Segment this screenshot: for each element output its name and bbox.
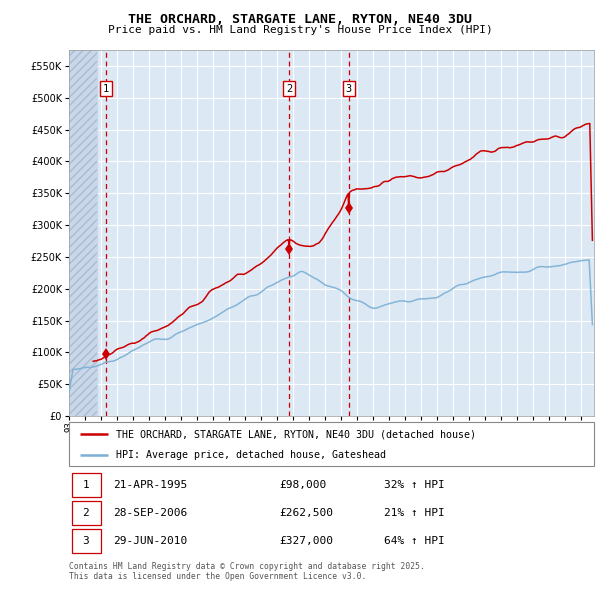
Text: £98,000: £98,000	[279, 480, 326, 490]
Text: 1: 1	[82, 480, 89, 490]
Text: 2: 2	[82, 508, 89, 518]
Bar	[69, 50, 97, 416]
Text: 32% ↑ HPI: 32% ↑ HPI	[384, 480, 445, 490]
Text: 3: 3	[82, 536, 89, 546]
Text: Price paid vs. HM Land Registry's House Price Index (HPI): Price paid vs. HM Land Registry's House …	[107, 25, 493, 35]
Text: 21% ↑ HPI: 21% ↑ HPI	[384, 508, 445, 518]
Text: THE ORCHARD, STARGATE LANE, RYTON, NE40 3DU (detached house): THE ORCHARD, STARGATE LANE, RYTON, NE40 …	[116, 430, 476, 439]
Text: £262,500: £262,500	[279, 508, 333, 518]
Bar	[71, 473, 101, 497]
Text: 1: 1	[103, 84, 109, 94]
Bar	[69, 50, 97, 416]
Text: Contains HM Land Registry data © Crown copyright and database right 2025.
This d: Contains HM Land Registry data © Crown c…	[69, 562, 425, 581]
Text: £327,000: £327,000	[279, 536, 333, 546]
Text: HPI: Average price, detached house, Gateshead: HPI: Average price, detached house, Gate…	[116, 450, 386, 460]
Bar	[71, 501, 101, 525]
Text: 2: 2	[286, 84, 292, 94]
Text: THE ORCHARD, STARGATE LANE, RYTON, NE40 3DU: THE ORCHARD, STARGATE LANE, RYTON, NE40 …	[128, 13, 472, 26]
Text: 29-JUN-2010: 29-JUN-2010	[113, 536, 188, 546]
Text: 64% ↑ HPI: 64% ↑ HPI	[384, 536, 445, 546]
Text: 28-SEP-2006: 28-SEP-2006	[113, 508, 188, 518]
Bar	[71, 529, 101, 553]
Text: 21-APR-1995: 21-APR-1995	[113, 480, 188, 490]
Text: 3: 3	[346, 84, 352, 94]
